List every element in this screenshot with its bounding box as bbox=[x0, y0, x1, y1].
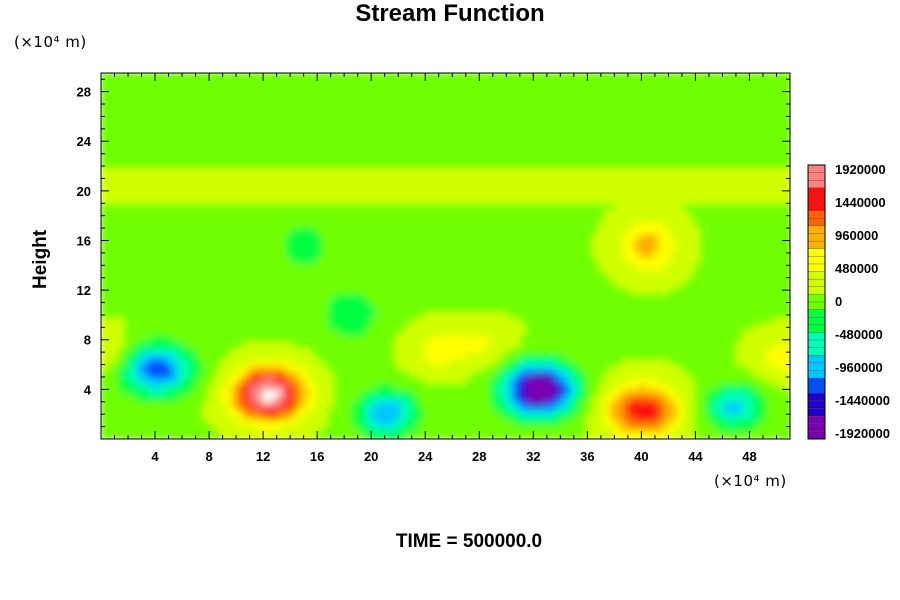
colorbar-segment bbox=[807, 362, 826, 371]
chart-title: Stream Function bbox=[355, 0, 545, 27]
x-axis-unit: (×10⁴ m) bbox=[714, 472, 787, 490]
x-tick-label: 8 bbox=[205, 449, 212, 464]
colorbar-segment bbox=[807, 278, 826, 288]
colorbar-segment bbox=[807, 370, 826, 379]
colorbar-tick-label: -1920000 bbox=[835, 426, 890, 441]
x-tick-label: 36 bbox=[580, 449, 594, 464]
colorbar-tick-label: 0 bbox=[835, 294, 842, 309]
x-tick-label: 44 bbox=[688, 449, 703, 464]
y-tick-label: 12 bbox=[77, 283, 91, 298]
colorbar-segment bbox=[807, 172, 826, 181]
colorbar-frame bbox=[807, 164, 826, 440]
colorbar-segment bbox=[807, 202, 826, 212]
colorbar-segment bbox=[807, 164, 826, 174]
colorbar-segment bbox=[807, 233, 826, 242]
colorbar-segment bbox=[807, 355, 826, 364]
colorbar-segment bbox=[807, 256, 826, 265]
y-tick-label: 4 bbox=[84, 382, 92, 397]
colorbar-segment bbox=[807, 180, 826, 189]
y-tick-label: 28 bbox=[77, 85, 91, 100]
colorbar-segment bbox=[807, 408, 826, 417]
colorbar-segment bbox=[807, 218, 826, 227]
colorbar-segment bbox=[807, 415, 826, 425]
colorbar-segment bbox=[807, 286, 826, 295]
colorbar-segment bbox=[807, 248, 826, 257]
colorbar-tick-label: 960000 bbox=[835, 228, 878, 243]
colorbar-segment bbox=[807, 324, 826, 333]
colorbar-tick-label: -480000 bbox=[835, 327, 883, 342]
colorbar-segment bbox=[807, 225, 826, 234]
colorbar-segment bbox=[807, 263, 826, 273]
contour-field bbox=[101, 73, 790, 439]
colorbar-segment bbox=[807, 347, 826, 356]
colorbar-segment bbox=[807, 240, 826, 250]
colorbar-segment bbox=[807, 317, 826, 326]
colorbar-segment bbox=[807, 377, 826, 387]
colorbar-segment bbox=[807, 385, 826, 394]
colorbar-segment bbox=[807, 431, 826, 440]
colorbar-segment bbox=[807, 393, 826, 402]
colorbar-segment bbox=[807, 294, 826, 303]
x-tick-label: 20 bbox=[364, 449, 378, 464]
x-tick-label: 16 bbox=[310, 449, 324, 464]
colorbar-tick-label: 1920000 bbox=[835, 162, 886, 177]
colorbar-segment bbox=[807, 271, 826, 280]
colorbar-segment bbox=[807, 400, 826, 410]
colorbar-segment bbox=[807, 309, 826, 318]
colorbar-segment bbox=[807, 301, 826, 311]
x-tick-label: 40 bbox=[634, 449, 648, 464]
colorbar-segment bbox=[807, 339, 826, 349]
plot-frame bbox=[100, 72, 791, 440]
colorbar-tick-label: -960000 bbox=[835, 360, 883, 375]
x-tick-label: 4 bbox=[151, 449, 159, 464]
colorbar-segment bbox=[807, 195, 826, 204]
colorbar-segment bbox=[807, 423, 826, 432]
colorbar-tick-label: 1440000 bbox=[835, 195, 886, 210]
x-tick-label: 28 bbox=[472, 449, 486, 464]
time-label: TIME = 500000.0 bbox=[395, 531, 543, 552]
x-tick-label: 12 bbox=[256, 449, 270, 464]
colorbar-segment bbox=[807, 332, 826, 341]
colorbar-tick-label: 480000 bbox=[835, 261, 878, 276]
colorbar-tick-label: -1440000 bbox=[835, 393, 890, 408]
x-tick-label: 32 bbox=[526, 449, 540, 464]
x-tick-label: 24 bbox=[418, 449, 433, 464]
y-tick-label: 8 bbox=[84, 333, 91, 348]
y-tick-label: 16 bbox=[77, 233, 91, 248]
y-axis-unit: (×10⁴ m) bbox=[14, 33, 87, 51]
colorbar-segment bbox=[807, 187, 826, 196]
y-tick-label: 24 bbox=[77, 134, 92, 149]
colorbar-segment bbox=[807, 210, 826, 219]
x-tick-label: 48 bbox=[742, 449, 756, 464]
y-tick-label: 20 bbox=[77, 184, 91, 199]
